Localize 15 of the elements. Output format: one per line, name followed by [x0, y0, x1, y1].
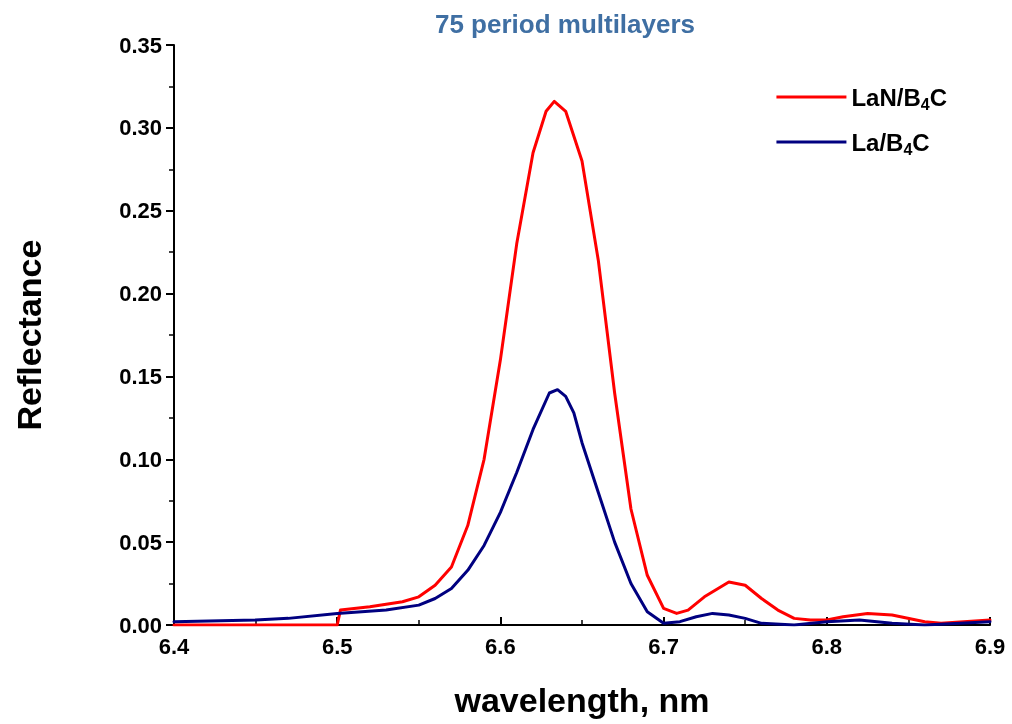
x-tick-label: 6.9	[974, 633, 1006, 659]
y-tick-label: 0.15	[119, 363, 162, 389]
x-tick-label: 6.8	[811, 633, 843, 659]
x-axis-title: wavelength, nm	[453, 681, 710, 719]
y-tick-label: 0.10	[119, 446, 162, 472]
y-tick-label: 0.30	[119, 115, 162, 141]
chart-title: 75 period multilayers	[434, 9, 696, 39]
y-tick-label: 0.05	[119, 529, 162, 555]
x-tick-label: 6.5	[321, 633, 353, 659]
y-tick-label: 0.35	[119, 32, 162, 58]
x-tick-label: 6.7	[648, 633, 679, 659]
y-tick-label: 0.25	[119, 198, 162, 224]
y-tick-label: 0.20	[119, 281, 162, 307]
y-axis-title: Reflectance	[10, 239, 48, 431]
x-tick-label: 6.6	[485, 633, 516, 659]
